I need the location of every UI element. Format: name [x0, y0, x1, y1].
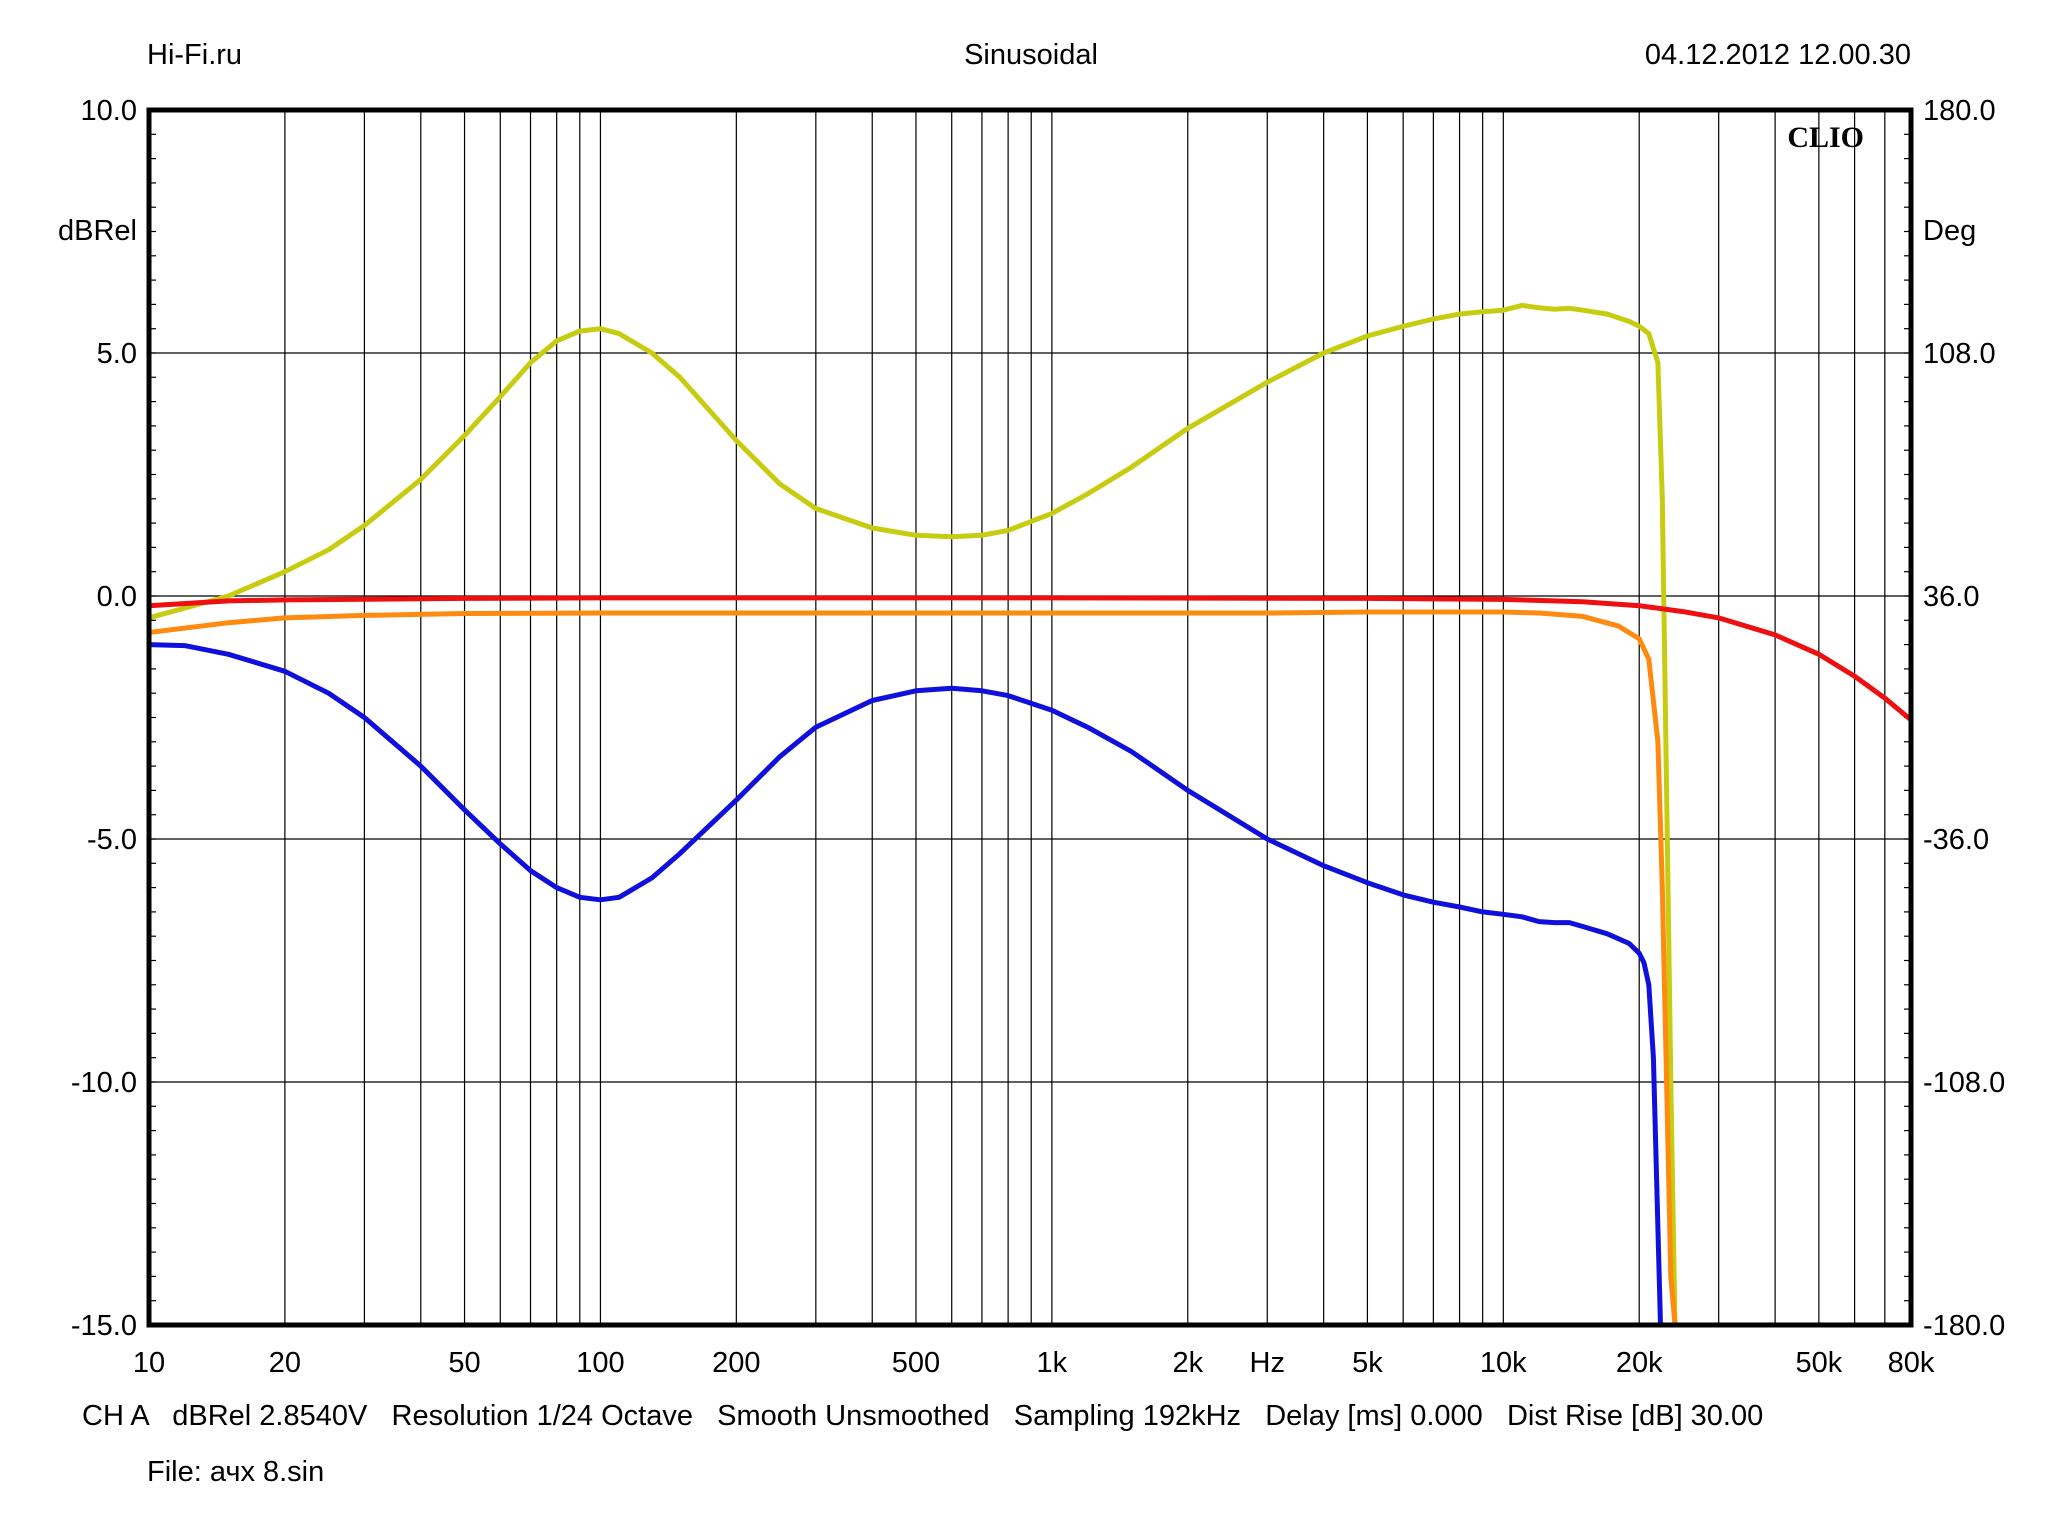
y2-tick-label: 36.0	[1923, 581, 1979, 613]
y-tick-label: 0.0	[97, 581, 137, 613]
x-tick-label: 5k	[1352, 1347, 1383, 1379]
x-tick-label: 100	[576, 1347, 624, 1379]
y-tick-label: -15.0	[71, 1310, 137, 1342]
series-line-2	[149, 595, 1911, 723]
x-tick-label: 500	[892, 1347, 940, 1379]
y-tick-label: 10.0	[81, 95, 137, 127]
x-tick-label: 10k	[1480, 1347, 1527, 1379]
x-tick-label: 50	[448, 1347, 480, 1379]
series-line-3	[149, 609, 1678, 1325]
x-tick-label: 200	[712, 1347, 760, 1379]
x-tick-label: 20	[269, 1347, 301, 1379]
y-tick-label: -5.0	[87, 824, 137, 856]
y2-tick-label: -108.0	[1923, 1067, 2005, 1099]
header-right: 04.12.2012 12.00.30	[1645, 39, 1911, 71]
plot-frame	[146, 107, 1914, 1328]
x-tick-label: 1k	[1037, 1347, 1068, 1379]
clio-logo: CLIO	[1787, 121, 1864, 154]
y-tick-label: -10.0	[71, 1067, 137, 1099]
y2-tick-label: -180.0	[1923, 1310, 2005, 1342]
footer-line-2: File: ачх 8.sin	[147, 1456, 324, 1488]
y-axis-left: 10.0 5.0 0.0 -5.0 -10.0 -15.0	[71, 95, 137, 1342]
x-tick-label: 2k	[1172, 1347, 1203, 1379]
y2-tick-label: 180.0	[1923, 95, 1996, 127]
header-center: Sinusoidal	[964, 39, 1098, 71]
y-axis-label: dBRel	[58, 215, 137, 247]
y-axis-right: 180.0 108.0 36.0 -36.0 -108.0 -180.0	[1923, 95, 2005, 1342]
y-tick-label: 5.0	[97, 338, 137, 370]
y2-axis-label: Deg	[1923, 215, 1976, 247]
footer-line-1: CH A dBRel 2.8540V Resolution 1/24 Octav…	[82, 1400, 1763, 1432]
x-tick-label: 50k	[1795, 1347, 1842, 1379]
curves	[149, 302, 1911, 1325]
x-tick-label: 10	[133, 1347, 165, 1379]
x-axis-unit: Hz	[1250, 1347, 1285, 1379]
x-tick-label: 20k	[1616, 1347, 1663, 1379]
x-axis: 10 20 50 100 200 500 1k 2k 5k 10k 20k 50k 80k Hz	[133, 1347, 1935, 1379]
header-left: Hi-Fi.ru	[147, 39, 242, 71]
series-line-1	[149, 302, 1678, 1325]
x-tick-label: 80k	[1888, 1347, 1935, 1379]
y2-tick-label: 108.0	[1923, 338, 1996, 370]
series-line-4	[149, 642, 1663, 1325]
y2-tick-label: -36.0	[1923, 824, 1989, 856]
